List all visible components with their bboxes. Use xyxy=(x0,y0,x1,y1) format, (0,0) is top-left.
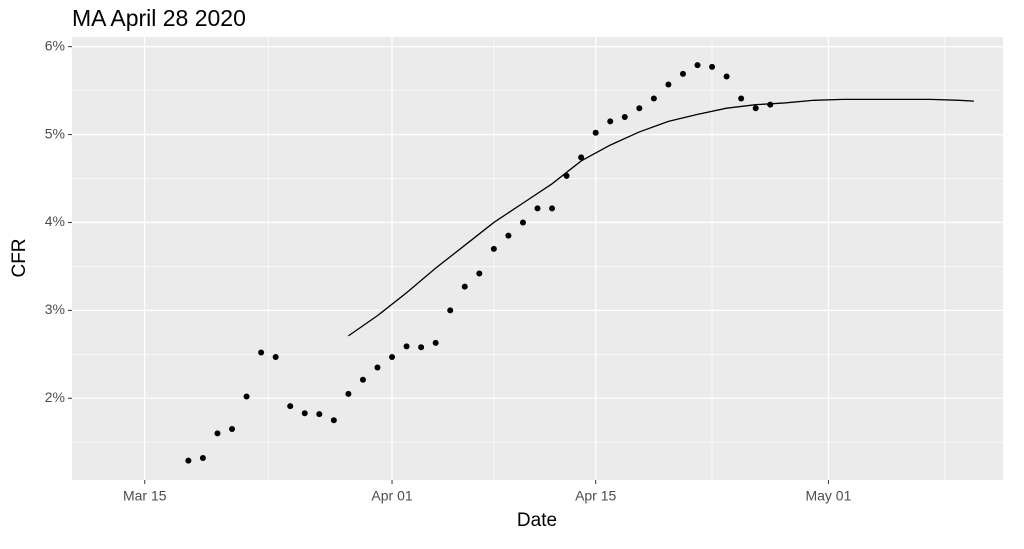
point xyxy=(287,403,294,410)
point xyxy=(374,364,381,371)
y-tick-label: 6% xyxy=(45,37,65,53)
point xyxy=(345,390,352,397)
point xyxy=(330,417,337,424)
point xyxy=(461,283,468,290)
point xyxy=(767,101,774,108)
x-axis-label: Date xyxy=(517,510,557,531)
grid xyxy=(72,37,1003,480)
chart-title: MA April 28 2020 xyxy=(72,5,246,31)
marks xyxy=(185,62,974,464)
point xyxy=(505,232,512,239)
point xyxy=(650,95,657,102)
y-tick-label: 4% xyxy=(45,213,65,229)
point xyxy=(752,105,759,112)
point xyxy=(490,245,497,252)
point xyxy=(694,62,701,69)
point xyxy=(636,105,643,112)
x-tick-label: Apr 15 xyxy=(575,488,616,504)
point xyxy=(243,393,250,400)
point xyxy=(258,349,265,356)
point xyxy=(607,118,614,125)
x-tick-label: May 01 xyxy=(805,488,851,504)
point xyxy=(272,353,279,360)
point xyxy=(447,307,454,314)
point xyxy=(578,154,585,161)
point xyxy=(621,113,628,120)
point xyxy=(476,270,483,277)
point xyxy=(563,172,570,179)
y-tick-label: 2% xyxy=(45,389,65,405)
point xyxy=(418,344,425,351)
point xyxy=(534,205,541,212)
point xyxy=(185,457,192,464)
point xyxy=(549,205,556,212)
y-tick-label: 5% xyxy=(45,125,65,141)
point xyxy=(301,410,308,417)
panel xyxy=(72,37,1003,480)
point xyxy=(432,339,439,346)
y-axis-label: CFR xyxy=(9,238,30,277)
point xyxy=(709,63,716,70)
point xyxy=(403,343,410,350)
fit-line xyxy=(348,98,974,337)
point xyxy=(592,129,599,136)
point xyxy=(229,426,236,433)
point xyxy=(389,353,396,360)
point xyxy=(723,73,730,80)
point xyxy=(359,376,366,383)
point xyxy=(199,455,206,462)
x-tick-label: Mar 15 xyxy=(123,488,167,504)
point xyxy=(665,81,672,88)
point xyxy=(214,430,221,437)
point xyxy=(679,70,686,77)
point xyxy=(519,219,526,226)
point xyxy=(316,411,323,418)
x-tick-label: Apr 01 xyxy=(371,488,412,504)
y-tick-label: 3% xyxy=(45,301,65,317)
point xyxy=(738,95,745,102)
